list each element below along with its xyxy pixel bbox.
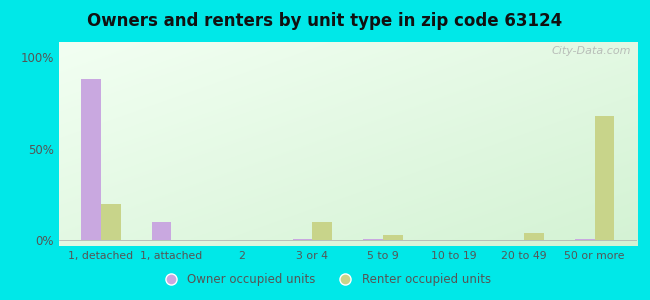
Bar — [434, 240, 454, 241]
Text: City-Data.com: City-Data.com — [552, 46, 631, 56]
Bar — [504, 240, 524, 241]
Bar — [524, 233, 544, 241]
Bar — [81, 79, 101, 241]
Bar — [151, 222, 172, 241]
Bar — [292, 238, 313, 241]
Bar — [363, 238, 383, 241]
Bar — [313, 222, 332, 241]
Bar — [595, 116, 614, 241]
Text: Owners and renters by unit type in zip code 63124: Owners and renters by unit type in zip c… — [87, 12, 563, 30]
Bar — [454, 240, 473, 241]
Bar — [101, 204, 121, 241]
Bar — [383, 235, 403, 241]
Bar — [575, 238, 595, 241]
Legend: Owner occupied units, Renter occupied units: Owner occupied units, Renter occupied un… — [154, 269, 496, 291]
